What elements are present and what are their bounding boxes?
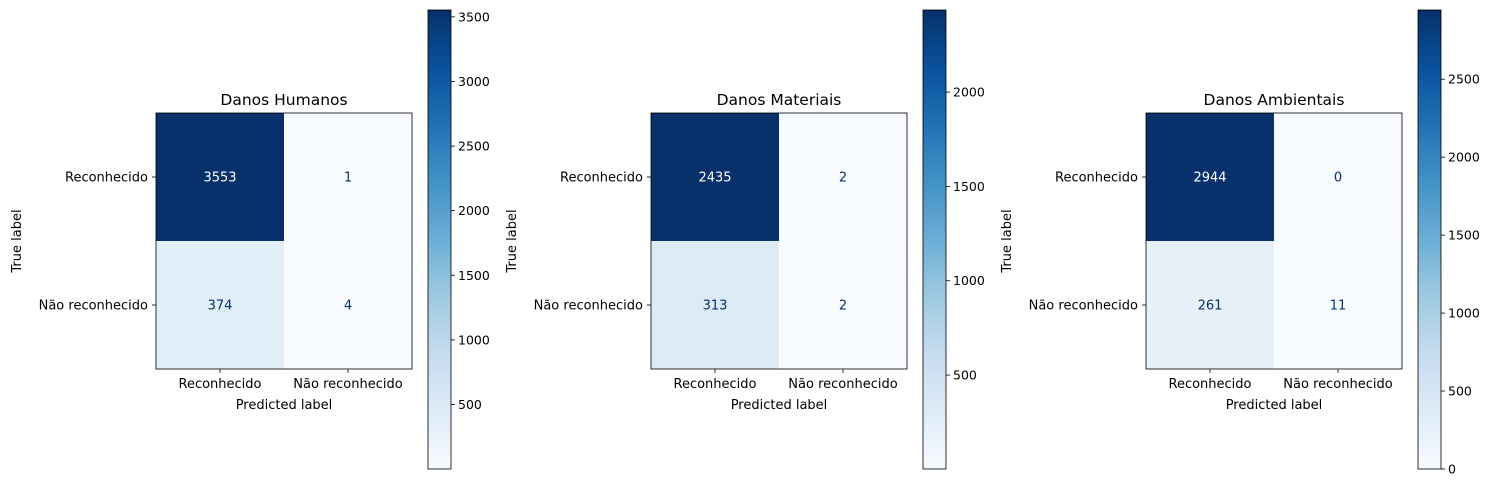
cell-value: 374 <box>208 299 233 314</box>
matrix-cell <box>1146 113 1275 242</box>
chart-title: Danos Ambientais <box>1204 91 1345 109</box>
matrix-cell <box>651 241 780 370</box>
colorbar-tick-label: 2500 <box>458 139 490 154</box>
axes-frame <box>155 112 413 370</box>
matrix-cell <box>156 241 285 370</box>
confusion-matrix-panel-1: 3553 1 374 4 Danos Humanos Reconhecido Não rec… <box>10 9 490 470</box>
colorbar-tick-label: 1500 <box>953 179 985 194</box>
axes-frame <box>1145 112 1403 370</box>
colorbar-tick-label: 3000 <box>458 74 490 89</box>
colorbar <box>922 9 947 470</box>
colorbar-tick-label: 2000 <box>1448 150 1480 165</box>
cell-value: 261 <box>1198 299 1223 314</box>
matrix-cell <box>156 113 285 242</box>
y-axis-label: True label <box>1000 209 1015 273</box>
chart-title: Danos Materiais <box>717 91 842 109</box>
cell-value: 3553 <box>203 171 236 186</box>
x-tick-label: Reconhecido <box>1169 377 1252 392</box>
chart-title: Danos Humanos <box>220 91 347 109</box>
colorbar-tick-label: 500 <box>953 368 977 383</box>
cell-value: 2435 <box>698 171 731 186</box>
x-axis-label: Predicted label <box>731 398 828 413</box>
matrix-cell <box>1274 241 1403 370</box>
x-tick-label: Reconhecido <box>674 377 757 392</box>
matrix-cell <box>284 113 413 242</box>
cell-value: 4 <box>344 299 352 314</box>
x-tick-label: Não reconhecido <box>1283 377 1392 392</box>
cell-value: 11 <box>1330 299 1347 314</box>
colorbar-tick-label: 2000 <box>953 85 985 100</box>
matrix-cell <box>1146 241 1275 370</box>
cell-value: 2 <box>839 171 847 186</box>
y-axis-label: True label <box>10 209 25 273</box>
y-tick-label: Não reconhecido <box>1029 299 1138 314</box>
confusion-matrix-panel-3: 2944 0 261 11 Danos Ambientais Reconhecido Não… <box>1000 9 1480 477</box>
x-tick-label: Não reconhecido <box>788 377 897 392</box>
cell-value: 1 <box>344 171 352 186</box>
colorbar-tick-label: 1000 <box>458 332 490 347</box>
matrix-cell <box>284 241 413 370</box>
matrix-cell <box>779 113 908 242</box>
colorbar-tick-label: 1500 <box>1448 228 1480 243</box>
cell-value: 2 <box>839 299 847 314</box>
colorbar-tick-label: 500 <box>1448 384 1472 399</box>
y-tick-label: Reconhecido <box>560 171 643 186</box>
colorbar-tick-label: 3500 <box>458 9 490 24</box>
matrix-cell <box>1274 113 1403 242</box>
x-tick-label: Reconhecido <box>179 377 262 392</box>
colorbar <box>1417 9 1442 470</box>
cell-value: 0 <box>1334 171 1342 186</box>
y-tick-label: Não reconhecido <box>39 299 148 314</box>
colorbar-tick-label: 1000 <box>953 273 985 288</box>
colorbar-tick-label: 2000 <box>458 203 490 218</box>
cell-value: 2944 <box>1193 171 1226 186</box>
x-axis-label: Predicted label <box>236 398 333 413</box>
y-tick-label: Reconhecido <box>65 171 148 186</box>
axes-frame <box>650 112 908 370</box>
x-tick-label: Não reconhecido <box>293 377 402 392</box>
colorbar-tick-label: 1000 <box>1448 306 1480 321</box>
matrix-cell <box>779 241 908 370</box>
colorbar <box>427 9 452 470</box>
colorbar-tick-label: 0 <box>1448 462 1456 477</box>
y-axis-label: True label <box>505 209 520 273</box>
colorbar-tick-label: 2500 <box>1448 72 1480 87</box>
x-axis-label: Predicted label <box>1226 398 1323 413</box>
colorbar-tick-label: 500 <box>458 397 482 412</box>
y-tick-label: Reconhecido <box>1055 171 1138 186</box>
matrix-cell <box>651 113 780 242</box>
cell-value: 313 <box>703 299 728 314</box>
confusion-matrix-panel-2: 2435 2 313 2 Danos Materiais Reconhecido Não r… <box>505 9 985 470</box>
y-tick-label: Não reconhecido <box>534 299 643 314</box>
colorbar-tick-label: 1500 <box>458 268 490 283</box>
